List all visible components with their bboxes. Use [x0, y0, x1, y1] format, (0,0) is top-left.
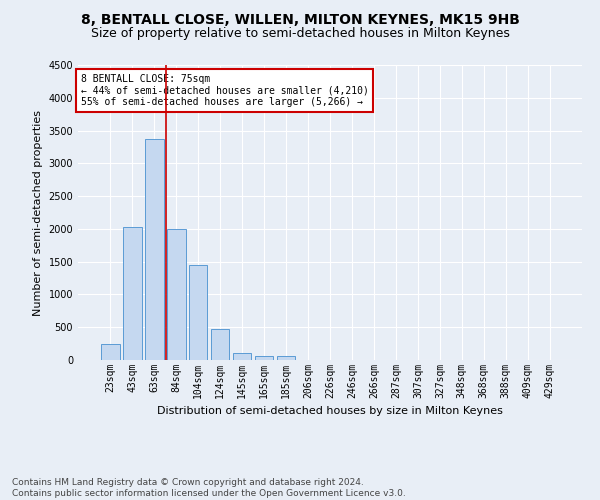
Text: 8, BENTALL CLOSE, WILLEN, MILTON KEYNES, MK15 9HB: 8, BENTALL CLOSE, WILLEN, MILTON KEYNES,… [80, 12, 520, 26]
X-axis label: Distribution of semi-detached houses by size in Milton Keynes: Distribution of semi-detached houses by … [157, 406, 503, 416]
Y-axis label: Number of semi-detached properties: Number of semi-detached properties [33, 110, 43, 316]
Bar [277, 356, 295, 360]
Bar [189, 265, 208, 360]
Text: Size of property relative to semi-detached houses in Milton Keynes: Size of property relative to semi-detach… [91, 28, 509, 40]
Bar [233, 354, 251, 360]
Bar [101, 344, 119, 360]
Bar [145, 139, 164, 360]
Text: 8 BENTALL CLOSE: 75sqm
← 44% of semi-detached houses are smaller (4,210)
55% of : 8 BENTALL CLOSE: 75sqm ← 44% of semi-det… [80, 74, 368, 107]
Text: Contains HM Land Registry data © Crown copyright and database right 2024.
Contai: Contains HM Land Registry data © Crown c… [12, 478, 406, 498]
Bar [167, 229, 185, 360]
Bar [211, 329, 229, 360]
Bar [255, 356, 274, 360]
Bar [123, 227, 142, 360]
